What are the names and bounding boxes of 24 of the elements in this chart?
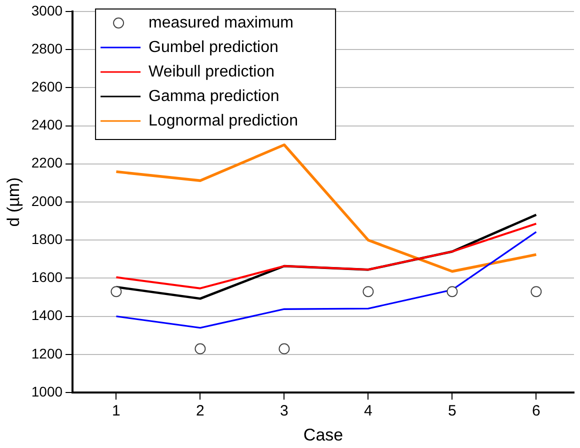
y-tick-label: 1600 [31, 269, 63, 286]
x-tick-label: 3 [280, 402, 288, 420]
y-tick-label: 2000 [31, 192, 63, 209]
x-tick-label: 4 [364, 402, 372, 420]
y-tick-label: 1400 [31, 307, 63, 324]
legend-label: Gumbel prediction [148, 38, 278, 56]
legend-label: measured maximum [148, 14, 294, 32]
x-tick-label: 6 [532, 402, 540, 420]
y-tick-label: 2800 [31, 40, 63, 56]
x-tick-label: 2 [196, 402, 204, 420]
y-tick-label: 2600 [31, 78, 63, 94]
legend-label: Weibull prediction [148, 63, 275, 80]
y-tick-label: 1200 [31, 345, 63, 362]
x-tick-label: 1 [112, 402, 120, 420]
y-axis-title: d (µm) [4, 177, 23, 227]
y-tick-label: 1800 [31, 230, 63, 247]
y-tick-label: 2200 [31, 154, 63, 171]
y-tick-label: 3000 [31, 2, 63, 18]
y-tick-label: 2400 [31, 116, 63, 133]
legend-label: Gamma prediction [148, 88, 280, 105]
x-tick-label: 5 [448, 402, 456, 420]
legend-label: Lognormal prediction [148, 112, 298, 130]
y-tick-label: 1000 [31, 383, 63, 400]
x-axis-title: Case [303, 425, 344, 444]
